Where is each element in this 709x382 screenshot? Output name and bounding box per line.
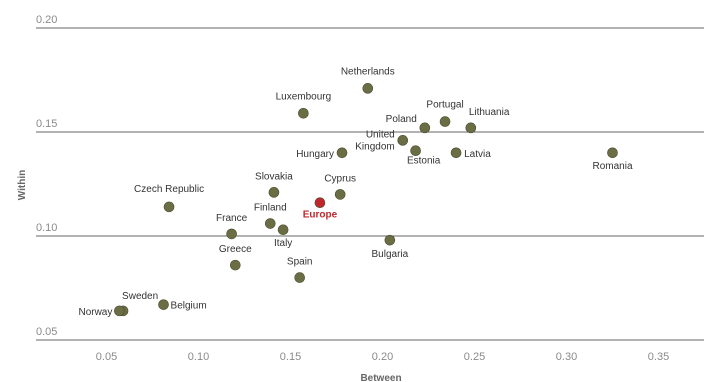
data-point [264,218,276,229]
x-tick-labels: 0.05 0.10 0.15 0.20 0.25 0.30 0.35 [96,351,669,363]
data-point [226,228,237,240]
data-point [607,147,618,159]
x-tick-label: 0.20 [372,351,393,363]
data-point [384,234,396,246]
point-label: United Kingdom [355,129,394,152]
x-axis-label: Between [360,373,401,382]
x-tick-label: 0.25 [464,351,485,363]
point-label: France [216,213,248,224]
point-label: Italy [274,238,292,249]
x-tick-label: 0.35 [648,351,669,363]
point-label: Poland [386,114,417,125]
data-point [298,107,309,119]
data-point [410,145,421,157]
point-label: Latvia [464,149,491,160]
data-point [465,122,477,134]
x-tick-label: 0.30 [556,351,577,363]
data-point [114,305,125,317]
point-label: Sweden [122,291,158,302]
point-label: Slovakia [255,171,293,182]
data-point [419,122,431,134]
data-point [268,187,280,198]
point-label: Estonia [407,156,441,167]
data-point [334,189,346,200]
x-tick-label: 0.05 [96,351,117,363]
point-label: Hungary [296,149,334,160]
data-point [397,135,409,146]
point-label: Romania [592,161,632,172]
data-point [277,224,289,236]
y-axis-label: Within [17,170,28,200]
gridlines [36,27,704,341]
y-tick-label: 0.20 [36,14,57,26]
data-point [163,201,175,213]
data-point [314,197,326,209]
data-point [158,299,169,310]
data-point [336,147,348,159]
point-label: Portugal [426,100,463,111]
point-label: Greece [219,244,252,255]
point-label: Netherlands [341,66,395,77]
data-point [450,147,462,159]
point-label: Europe [303,210,338,221]
point-label: Cyprus [324,173,356,184]
y-tick-label: 0.15 [36,118,57,130]
data-point [230,259,241,271]
point-label: Lithuania [469,107,510,118]
point-label: Spain [287,257,313,268]
data-point [294,272,306,283]
data-point [362,83,374,94]
point-label: Bulgaria [372,249,409,260]
y-tick-label: 0.10 [36,222,57,234]
point-label: Luxembourg [276,91,332,102]
point-labels: Netherlands Luxembourg Portugal Poland Lithu… [78,66,632,318]
point-label: Czech Republic [134,184,204,195]
x-tick-label: 0.10 [188,351,209,363]
y-tick-label: 0.05 [36,326,57,338]
point-label: Finland [254,203,287,214]
data-points [114,83,618,317]
point-label: Belgium [171,301,207,312]
point-label: Norway [78,307,112,318]
data-point [439,116,451,127]
y-tick-labels: 0.05 0.10 0.15 0.20 [36,14,57,338]
x-tick-label: 0.15 [280,351,301,363]
